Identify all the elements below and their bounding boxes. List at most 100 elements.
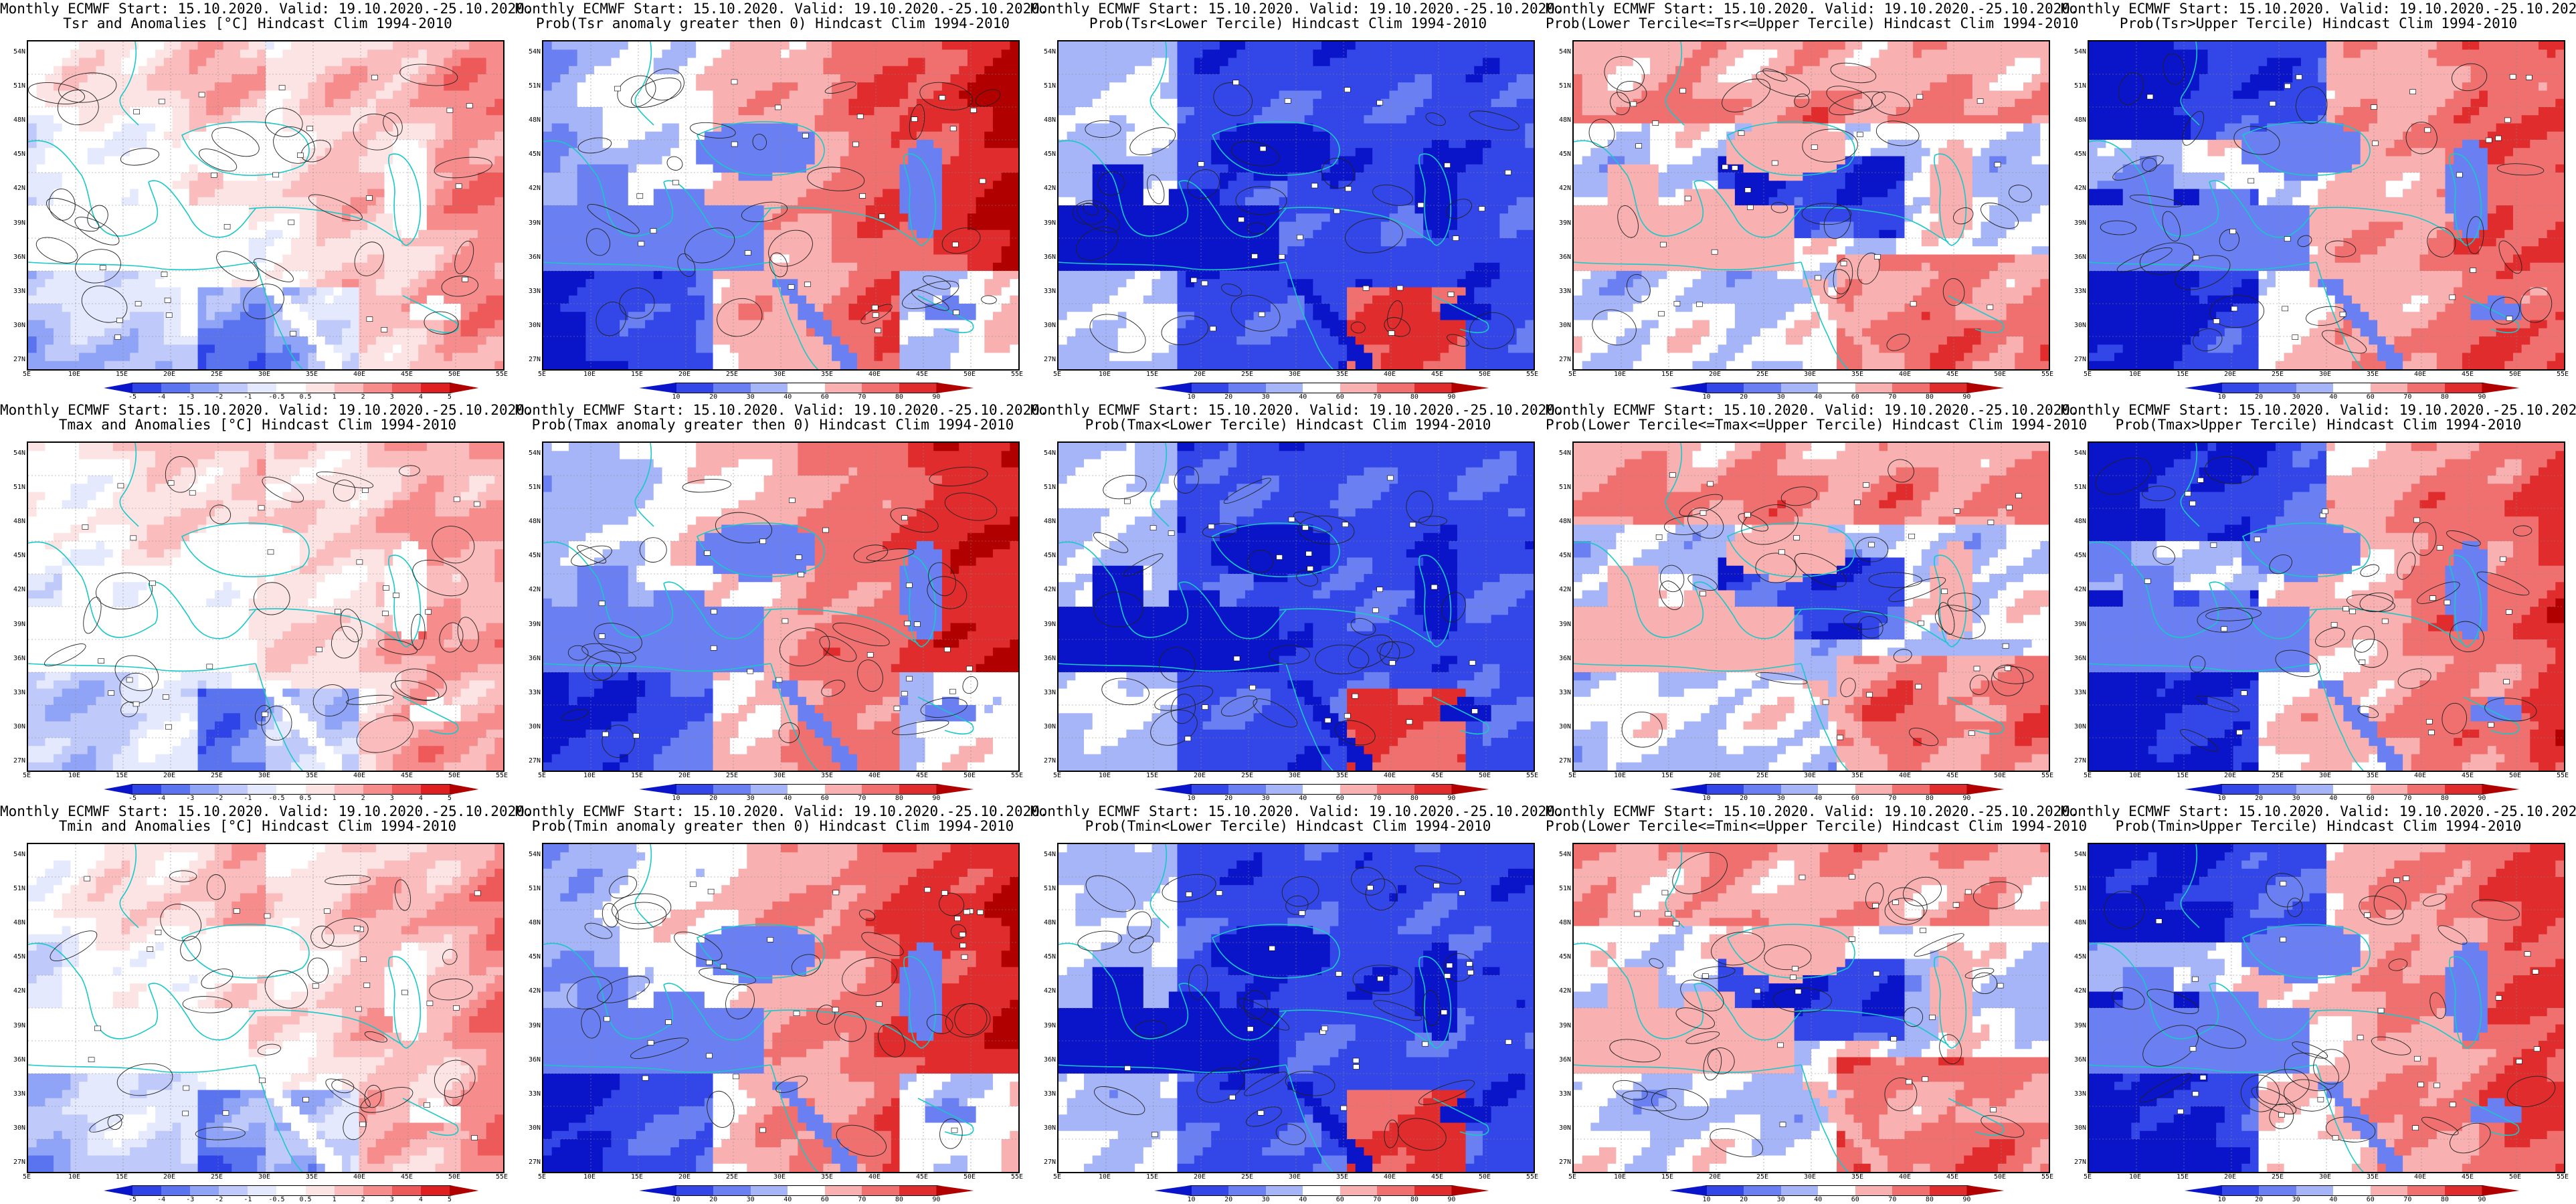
field-cell: [729, 66, 739, 75]
field-cell: [1001, 41, 1010, 50]
field-cell: [1270, 58, 1280, 67]
field-cell: [206, 115, 215, 124]
field-cell: [840, 344, 850, 354]
station-marker: [290, 330, 296, 336]
field-cell: [325, 107, 335, 116]
contour-line: [46, 197, 100, 232]
field-cell: [197, 156, 207, 165]
field-cell: [670, 254, 680, 264]
field-cell: [959, 238, 968, 247]
field-cell: [409, 156, 419, 165]
field-cell: [79, 295, 88, 304]
field-cell: [36, 361, 45, 369]
field-cell: [393, 287, 402, 296]
field-cell: [28, 189, 37, 198]
field-cell: [543, 246, 553, 256]
field-cell: [299, 197, 308, 206]
field-cell: [891, 229, 901, 239]
field-cell: [628, 312, 638, 321]
field-cell: [155, 49, 165, 59]
field-cell: [147, 115, 156, 124]
field-cell: [636, 353, 646, 362]
field-cell: [494, 66, 503, 75]
field-cell: [857, 82, 866, 92]
field-cell: [941, 164, 951, 173]
field-cell: [908, 173, 917, 181]
field-cell: [477, 287, 487, 296]
field-cell: [611, 164, 620, 173]
field-cell: [409, 361, 419, 369]
field-cell: [96, 49, 105, 59]
field-cell: [653, 254, 663, 264]
field-cell: [747, 295, 756, 304]
field-cell: [883, 229, 892, 239]
field-cell: [316, 246, 326, 256]
field-cell: [823, 58, 832, 67]
field-cell: [899, 82, 909, 92]
field-cell: [333, 131, 343, 140]
field-cell: [477, 82, 487, 92]
field-cell: [299, 221, 308, 231]
field-cell: [28, 328, 37, 337]
field-cell: [189, 328, 199, 337]
field-cell: [696, 287, 705, 296]
station-marker: [462, 276, 469, 282]
field-cell: [874, 156, 883, 165]
field-cell: [992, 238, 1002, 247]
contour-line: [81, 285, 128, 323]
field-cell: [172, 49, 181, 59]
field-cell: [240, 312, 250, 321]
field-cell: [240, 74, 250, 83]
field-cell: [206, 205, 215, 214]
field-cell: [611, 41, 620, 50]
field-cell: [636, 336, 646, 345]
field-cell: [1380, 41, 1390, 50]
field-cell: [585, 140, 595, 148]
field-cell: [899, 173, 909, 181]
field-cell: [560, 336, 569, 345]
field-cell: [409, 262, 419, 272]
field-cell: [874, 173, 883, 181]
field-cell: [721, 336, 731, 345]
station-marker: [859, 193, 866, 199]
field-cell: [628, 140, 638, 148]
field-cell: [704, 295, 714, 304]
field-cell: [976, 164, 985, 173]
field-cell: [704, 254, 714, 264]
field-cell: [899, 246, 909, 256]
field-cell: [54, 90, 63, 100]
field-cell: [197, 229, 207, 239]
field-cell: [908, 361, 917, 369]
field-cell: [772, 66, 781, 75]
field-cell: [1347, 49, 1356, 59]
field-cell: [138, 312, 148, 321]
field-cell: [585, 279, 595, 288]
field-cell: [342, 90, 351, 100]
field-cell: [798, 107, 807, 116]
field-cell: [569, 205, 578, 214]
field-cell: [738, 140, 747, 148]
field-cell: [933, 173, 943, 181]
field-cell: [959, 271, 968, 280]
field-cell: [435, 82, 444, 92]
field-cell: [840, 123, 850, 132]
field-cell: [704, 336, 714, 345]
field-cell: [36, 173, 45, 181]
longitude-label: 30E: [258, 371, 270, 378]
field-cell: [282, 361, 292, 369]
field-cell: [883, 320, 892, 329]
field-cell: [789, 173, 798, 181]
field-cell: [950, 107, 959, 116]
field-cell: [620, 131, 629, 140]
field-cell: [121, 58, 130, 67]
field-cell: [992, 361, 1002, 369]
field-cell: [342, 320, 351, 329]
field-cell: [551, 361, 561, 369]
field-cell: [112, 49, 122, 59]
field-cell: [121, 173, 130, 181]
field-cell: [112, 181, 122, 190]
field-cell: [950, 189, 959, 198]
field-cell: [409, 140, 419, 148]
field-cell: [232, 271, 241, 280]
field-cell: [214, 156, 224, 165]
